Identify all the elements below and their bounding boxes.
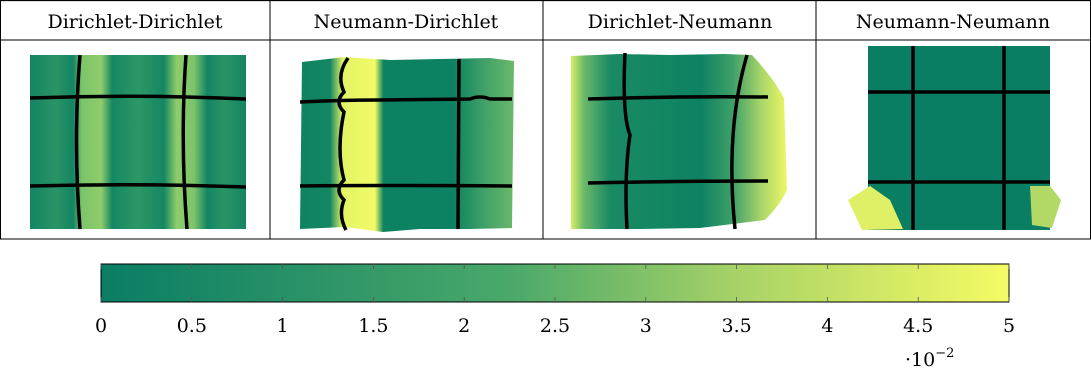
- colorbar-tick-label: 1.5: [358, 315, 388, 337]
- colorbar: 0 0.5 1 1.5 2 2.5 3 3.5 4 4.5 5 ·10−2: [95, 263, 1015, 371]
- column-header-neumann-dirichlet: Neumann-Dirichlet: [314, 11, 499, 33]
- colorbar-tick-label: 4: [821, 315, 833, 337]
- deformation-plot-dirichlet-dirichlet: [29, 54, 247, 230]
- colorbar-multiplier-base: ·10: [905, 349, 935, 371]
- colorbar-tick-label: 1: [277, 315, 289, 337]
- colorbar-tick-label: 3.5: [721, 315, 751, 337]
- deformation-plot-neumann-neumann: [848, 46, 1061, 230]
- column-header-neumann-neumann: Neumann-Neumann: [856, 11, 1050, 33]
- colorbar-tick-label: 0: [95, 315, 107, 337]
- column-header-dirichlet-neumann: Dirichlet-Neumann: [588, 11, 773, 33]
- colorbar-ticks: [100, 264, 1010, 302]
- colorbar-tick-label: 2.5: [540, 315, 570, 337]
- colorbar-tick-label: 3: [640, 315, 652, 337]
- colorbar-tick-label: 5: [1003, 315, 1015, 337]
- colorbar-tick-label: 2: [458, 315, 470, 337]
- colorbar-tick-labels: 0 0.5 1 1.5 2 2.5 3 3.5 4 4.5 5: [95, 315, 1015, 337]
- colorbar-tick-label: 4.5: [903, 315, 933, 337]
- deformation-plot-neumann-dirichlet: [299, 56, 514, 232]
- colorbar-tick-label: 0.5: [177, 315, 207, 337]
- colorbar-multiplier-exponent: −2: [935, 346, 954, 361]
- colorbar-multiplier: ·10−2: [905, 346, 954, 371]
- column-header-dirichlet-dirichlet: Dirichlet-Dirichlet: [47, 11, 222, 33]
- deformation-plot-dirichlet-neumann: [571, 52, 787, 230]
